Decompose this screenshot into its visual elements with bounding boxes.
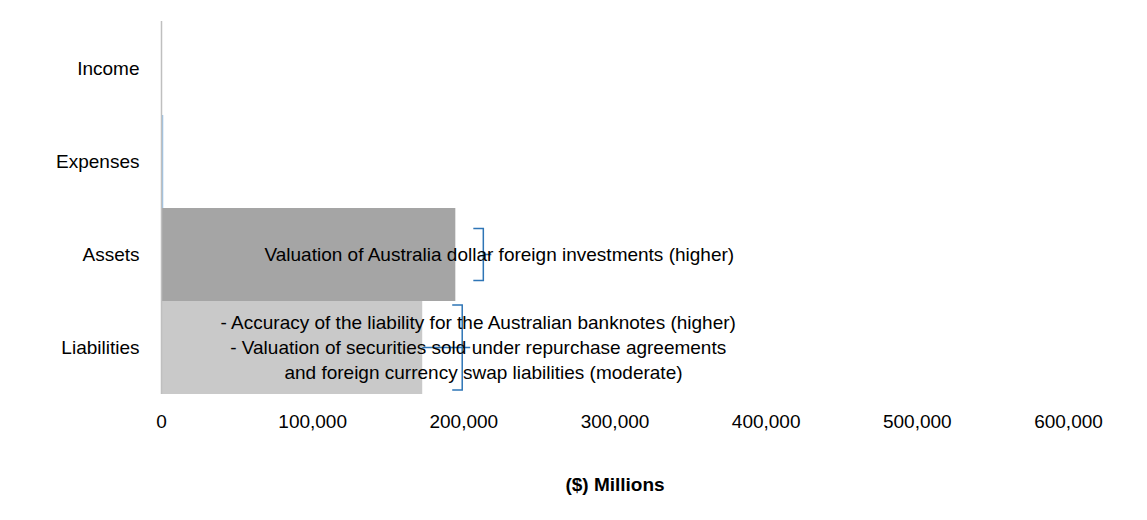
svg-text:600,000: 600,000 (1034, 411, 1103, 432)
svg-text:($) Millions: ($) Millions (565, 474, 664, 495)
svg-text:- Valuation of securities sold: - Valuation of securities sold under rep… (230, 337, 726, 358)
svg-text:200,000: 200,000 (429, 411, 498, 432)
svg-text:Valuation of Australia dollar: Valuation of Australia dollar foreign in… (265, 244, 735, 265)
svg-text:300,000: 300,000 (581, 411, 650, 432)
svg-text:100,000: 100,000 (278, 411, 347, 432)
svg-text:0: 0 (156, 411, 167, 432)
svg-text:Income: Income (77, 58, 139, 79)
svg-text:Liabilities: Liabilities (61, 337, 139, 358)
svg-text:500,000: 500,000 (883, 411, 952, 432)
svg-text:Expenses: Expenses (56, 151, 139, 172)
svg-text:and foreign currency swap liab: and foreign currency swap liabilities (m… (274, 362, 683, 383)
svg-text:- Accuracy of the liability fo: - Accuracy of the liability for the Aust… (221, 312, 736, 333)
svg-text:400,000: 400,000 (732, 411, 801, 432)
svg-text:Assets: Assets (82, 244, 139, 265)
